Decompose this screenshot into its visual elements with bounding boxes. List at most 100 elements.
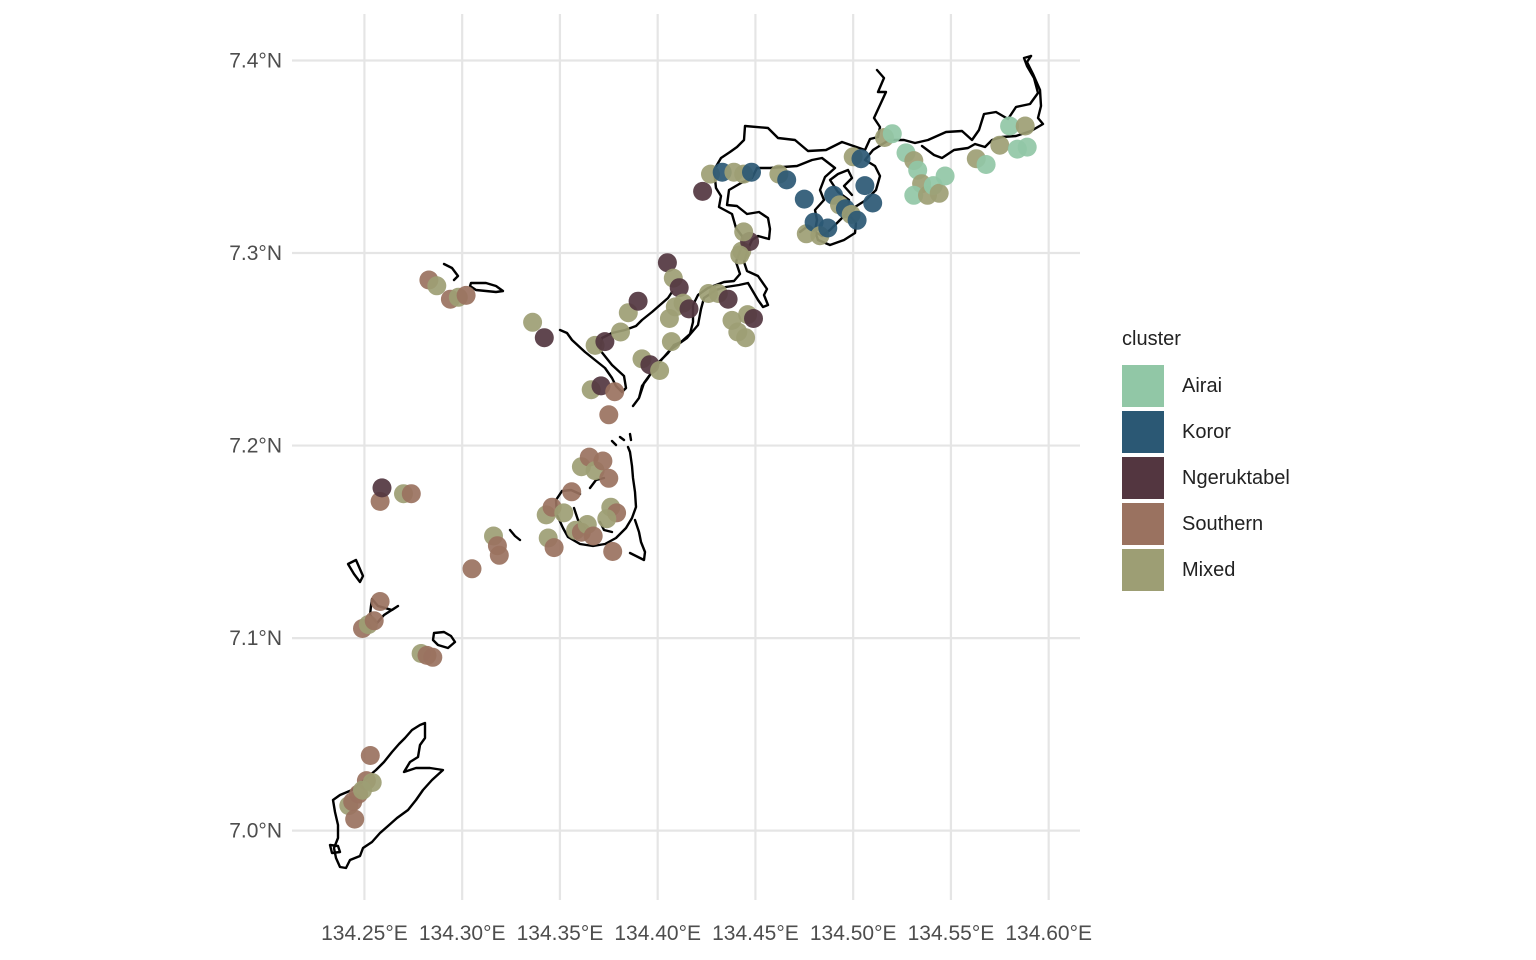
site-point [935, 166, 955, 186]
site-point [734, 222, 754, 242]
site-point [562, 482, 582, 502]
site-point [990, 135, 1010, 155]
legend-label: Ngeruktabel [1182, 466, 1290, 489]
site-point [523, 312, 543, 332]
site-point [882, 124, 902, 144]
x-tick-label: 134.30°E [419, 922, 506, 945]
x-tick-label: 134.60°E [1005, 922, 1092, 945]
site-point [693, 181, 713, 201]
x-tick-label: 134.50°E [810, 922, 897, 945]
legend-label: Airai [1182, 374, 1223, 397]
x-tick-label: 134.55°E [908, 922, 995, 945]
site-point [593, 451, 613, 471]
site-point [427, 276, 447, 296]
site-point [679, 299, 699, 319]
site-point [1017, 137, 1037, 157]
site-point [730, 245, 750, 265]
x-tick-label: 134.40°E [614, 922, 701, 945]
legend-label: Koror [1182, 420, 1231, 443]
site-point [863, 193, 883, 213]
site-point [364, 611, 384, 631]
site-point [777, 170, 797, 190]
site-point [818, 218, 838, 238]
legend-swatch [1122, 411, 1164, 453]
site-point [595, 332, 615, 352]
coastline-peleliu [328, 721, 445, 870]
site-point [353, 780, 372, 800]
coastline-north-east [920, 54, 1045, 160]
site-point [544, 538, 564, 558]
site-points [339, 116, 1037, 829]
site-point [650, 361, 670, 380]
site-point [929, 183, 949, 203]
legend-item: Southern [1122, 501, 1290, 547]
coastline-south-islet-a [346, 558, 365, 584]
site-point [456, 285, 476, 305]
site-point [794, 189, 814, 209]
coastline-small-islet [442, 262, 522, 542]
x-tick-label: 134.25°E [321, 922, 408, 945]
legend-item: Koror [1122, 409, 1290, 455]
site-point [661, 332, 681, 352]
site-point [847, 210, 867, 230]
site-point [599, 405, 619, 425]
coastline-west-islet [468, 281, 505, 294]
x-axis: 134.25°E 134.30°E 134.35°E 134.40°E 134.45°E… [321, 922, 1092, 945]
site-point [603, 542, 623, 561]
site-point [657, 253, 677, 273]
site-point [583, 526, 603, 546]
graticule [292, 14, 1080, 900]
legend-swatch [1122, 457, 1164, 499]
site-point [744, 309, 763, 328]
site-point [360, 746, 380, 765]
coastline-rock-islands [558, 290, 674, 394]
site-point [554, 503, 574, 523]
site-point [628, 291, 648, 311]
y-tick-label: 7.2°N [229, 435, 282, 458]
legend-item: Ngeruktabel [1122, 455, 1290, 501]
legend: cluster Airai Koror Ngeruktabel Southern Mix… [1122, 328, 1290, 593]
site-point [1000, 116, 1020, 136]
site-point [401, 484, 421, 504]
y-tick-label: 7.3°N [229, 242, 282, 265]
site-point [669, 278, 689, 298]
site-point [659, 309, 679, 328]
legend-item: Mixed [1122, 547, 1290, 593]
site-point [599, 468, 619, 488]
site-point [904, 185, 924, 205]
site-point [605, 382, 625, 402]
site-point [597, 509, 617, 529]
legend-swatch [1122, 365, 1164, 407]
legend-swatch [1122, 503, 1164, 545]
legend-item: Airai [1122, 363, 1290, 409]
site-point [372, 478, 392, 498]
site-point [736, 328, 756, 348]
site-point [534, 328, 554, 348]
coastline-south-islet-c [431, 630, 457, 650]
site-point [345, 809, 365, 829]
x-tick-label: 134.35°E [517, 922, 604, 945]
y-tick-label: 7.1°N [229, 627, 282, 650]
legend-label: Southern [1182, 512, 1264, 535]
site-point [462, 559, 482, 579]
legend-label: Mixed [1182, 558, 1236, 581]
site-point [423, 647, 443, 667]
site-point [976, 155, 996, 174]
site-point [611, 322, 630, 342]
y-tick-label: 7.4°N [229, 50, 282, 73]
site-point [1015, 116, 1035, 136]
site-point [370, 592, 390, 611]
site-point [742, 162, 761, 182]
x-tick-label: 134.45°E [712, 922, 799, 945]
legend-items: Airai Koror Ngeruktabel Southern Mixed [1122, 363, 1290, 593]
coastline-north [631, 54, 1040, 408]
site-point [718, 289, 738, 309]
site-point [489, 545, 509, 565]
y-axis: 7.4°N 7.3°N 7.2°N 7.1°N 7.0°N [229, 50, 282, 843]
y-tick-label: 7.0°N [229, 820, 282, 843]
legend-title: cluster [1122, 328, 1181, 350]
site-point [851, 149, 871, 169]
legend-swatch [1122, 549, 1164, 591]
site-point [855, 176, 875, 196]
